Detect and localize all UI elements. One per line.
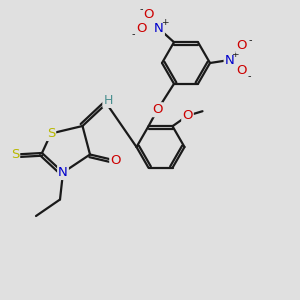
Text: N: N — [58, 166, 68, 179]
Text: H: H — [103, 94, 113, 107]
Text: O: O — [182, 109, 193, 122]
Text: O: O — [136, 22, 146, 35]
Text: -: - — [249, 35, 252, 46]
Text: +: + — [161, 18, 168, 27]
Text: -: - — [139, 4, 143, 14]
Text: S: S — [47, 127, 55, 140]
Text: O: O — [236, 64, 247, 77]
Text: N: N — [154, 22, 164, 35]
Text: +: + — [231, 50, 239, 58]
Text: -: - — [247, 70, 251, 81]
Text: O: O — [110, 154, 121, 167]
Text: -: - — [132, 29, 135, 39]
Text: O: O — [236, 39, 247, 52]
Text: S: S — [11, 148, 19, 161]
Text: O: O — [152, 103, 163, 116]
Text: O: O — [143, 8, 154, 21]
Text: N: N — [225, 53, 234, 67]
